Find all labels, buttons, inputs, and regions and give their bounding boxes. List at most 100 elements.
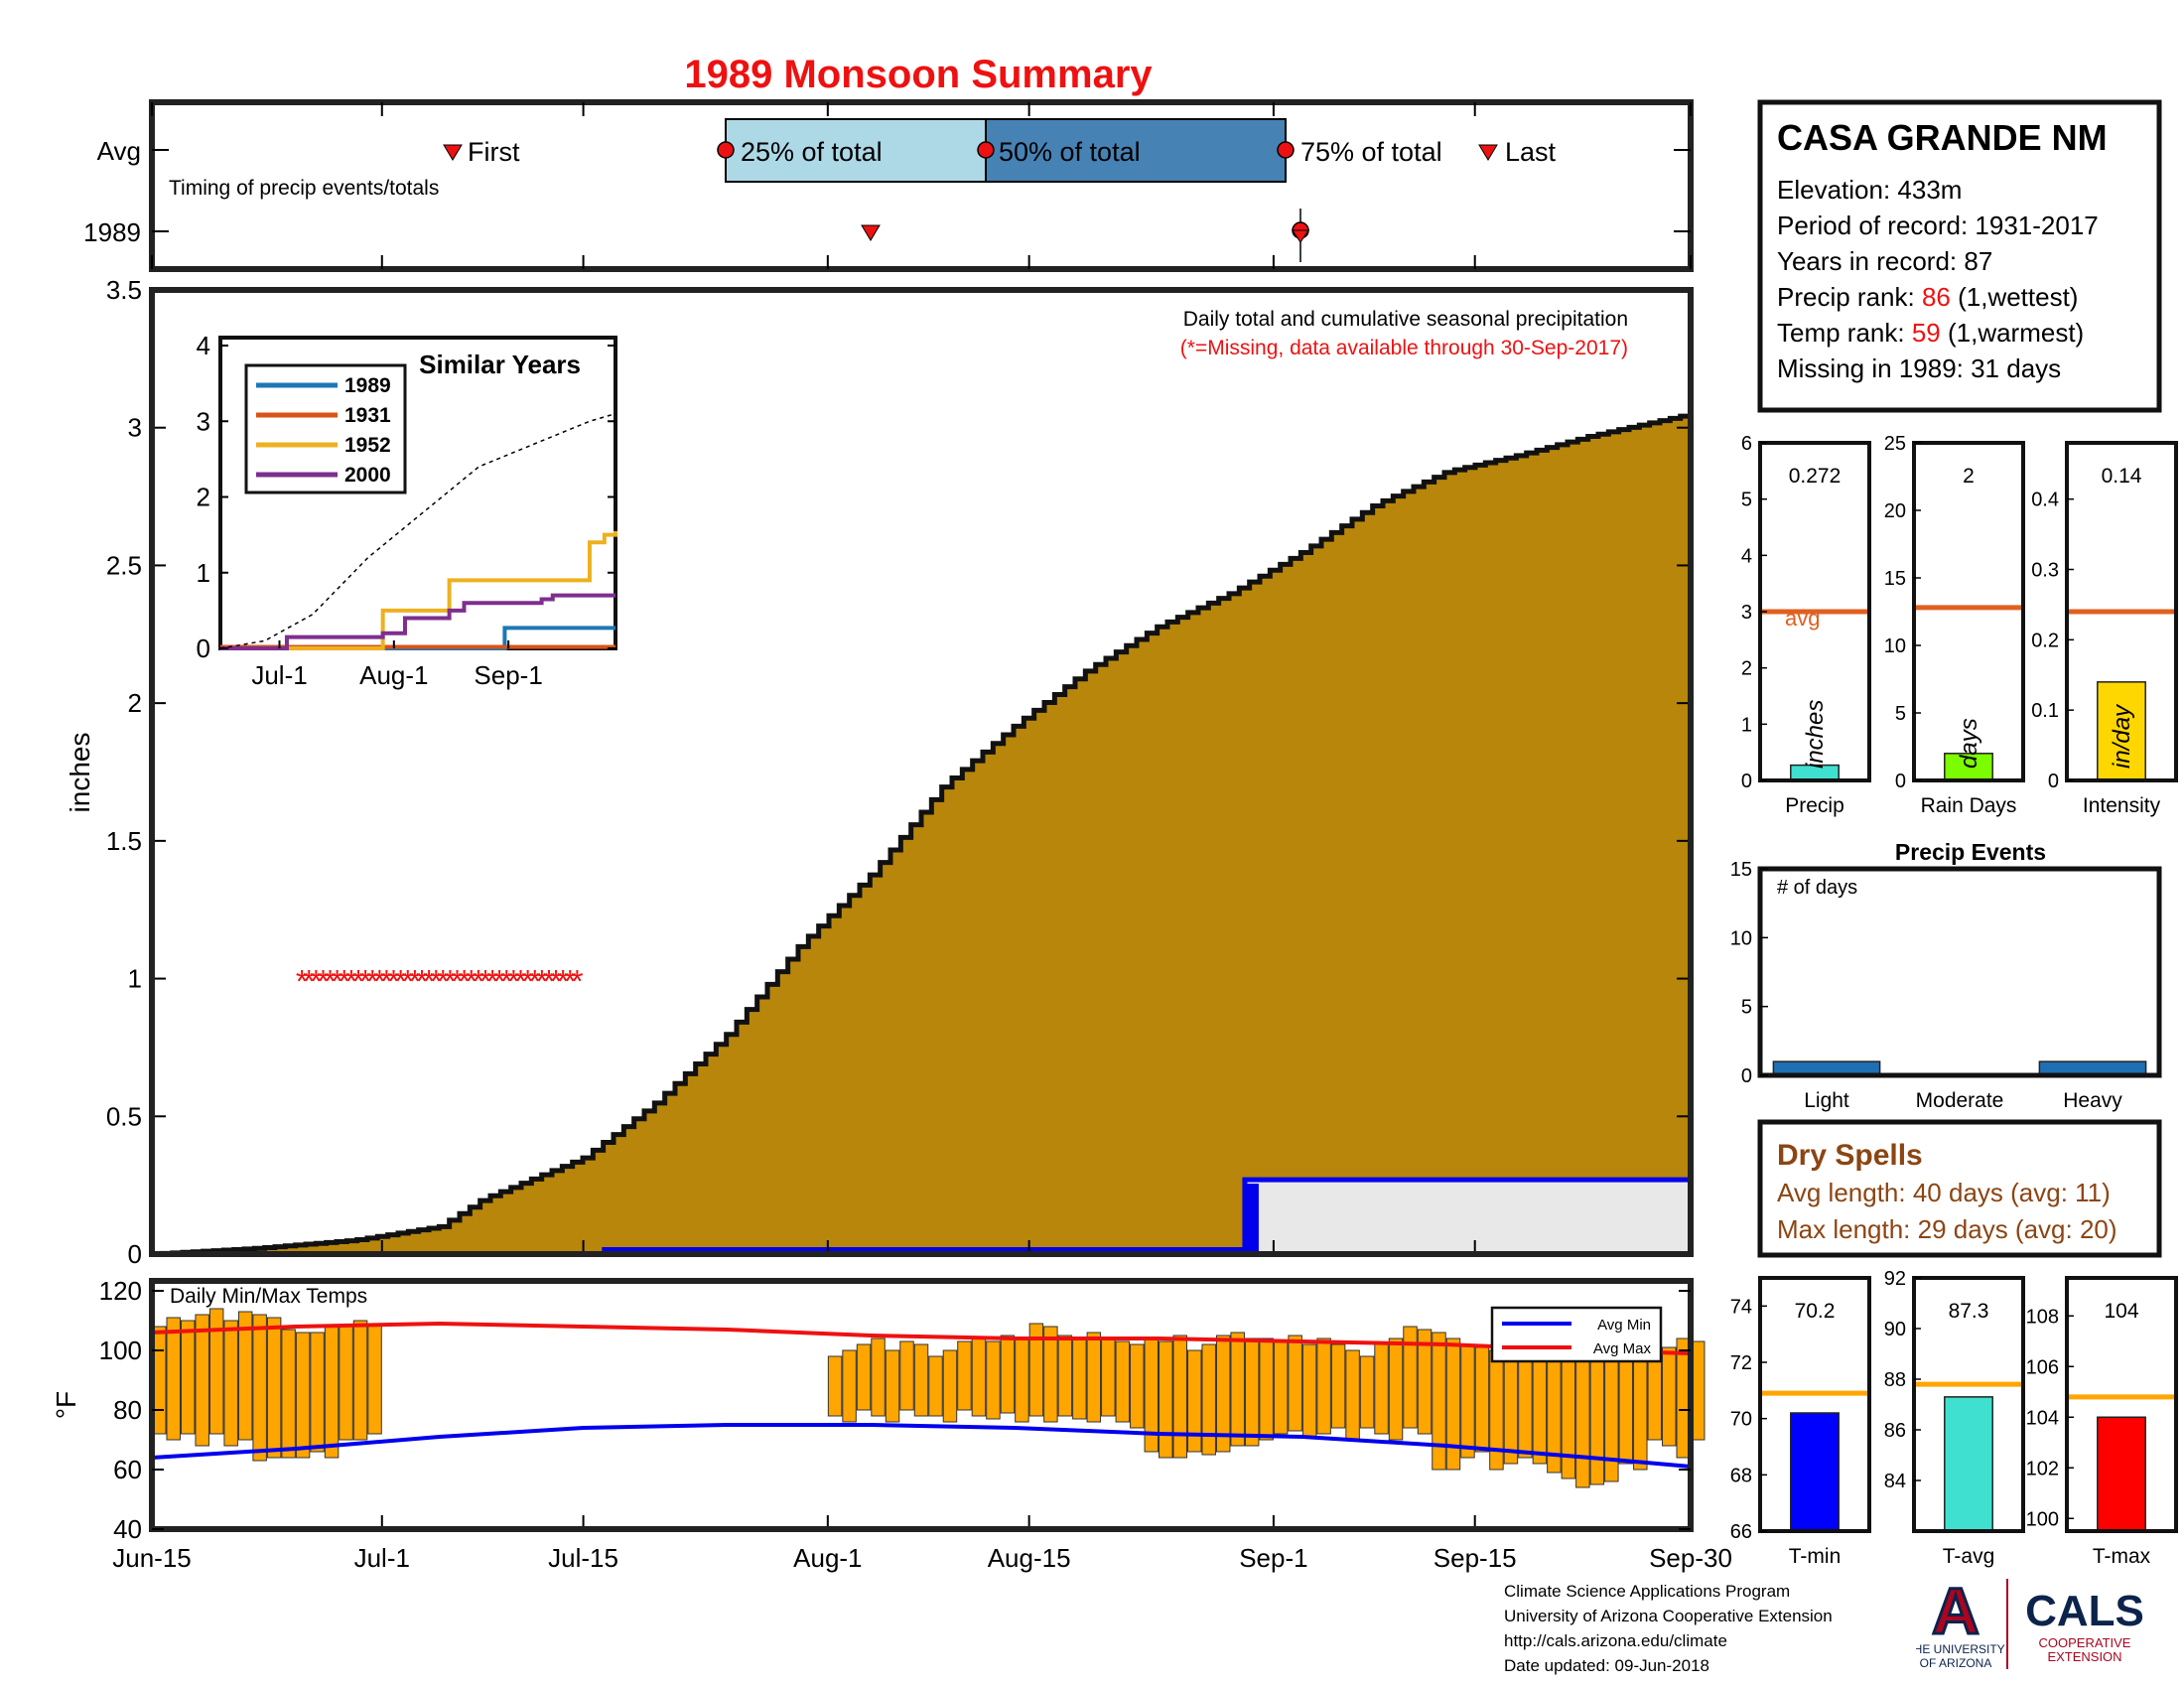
events-caption: # of days: [1777, 877, 1857, 899]
temp-bar: [1086, 1332, 1102, 1423]
tmax-bar: [2097, 1416, 2146, 1532]
last-marker-icon: [1478, 144, 1498, 161]
temp-bar: [1201, 1343, 1216, 1456]
temp-bar: [1043, 1326, 1058, 1423]
precip-unit: inches: [1802, 700, 1829, 769]
main-frame: [149, 287, 1694, 1257]
temp-bar: [1101, 1337, 1116, 1417]
temp-bar: [1288, 1335, 1302, 1432]
temp-bar: [223, 1320, 238, 1447]
temp-bar: [1115, 1340, 1131, 1423]
station-years: Years in record: 87: [1777, 246, 1992, 276]
inset-legend-label-1989: 1989: [344, 374, 391, 397]
temp-bar: [885, 1349, 900, 1423]
events-ytick-label: 15: [1730, 859, 1752, 881]
temp-bar: [1015, 1337, 1029, 1423]
main-precip-panel: ****************************************…: [65, 275, 1732, 1573]
tmin-ytick-label: 68: [1730, 1465, 1752, 1486]
events-ytick-label: 10: [1730, 927, 1752, 949]
missing-data-markers: ****************************************: [296, 964, 584, 1000]
tmin-label: T-min: [1789, 1545, 1842, 1568]
timing-25-50-box: [725, 118, 987, 183]
inset-xtick-label: Sep-1: [474, 660, 542, 690]
footer-line-2: University of Arizona Cooperative Extens…: [1504, 1607, 1833, 1625]
temp-bar: [1474, 1346, 1490, 1453]
raindays-unit: days: [1956, 718, 1982, 769]
precip-label: Precip: [1785, 794, 1844, 817]
raindays-ytick-label: 15: [1884, 568, 1906, 590]
main-ytick-label: 2.5: [106, 550, 142, 580]
temp-bar: [856, 1343, 872, 1411]
timing-row-avg: Avg: [97, 136, 141, 166]
station-precip-rank: Precip rank: 86 (1,wettest): [1777, 282, 2078, 312]
temp-bar: [1589, 1355, 1605, 1485]
station-name: CASA GRANDE NM: [1777, 117, 2108, 158]
precip-ytick-label: 3: [1741, 602, 1752, 624]
p50-marker-icon: [977, 141, 995, 159]
tavg-bar: [1944, 1396, 1993, 1532]
temp-bar: [1301, 1343, 1317, 1438]
dry-spells-avg: Avg length: 40 days (avg: 11): [1777, 1178, 2111, 1207]
main-ytick-label: 3: [128, 413, 142, 443]
inset-ytick-label: 0: [197, 633, 210, 663]
intensity-ytick-label: 0.4: [2031, 490, 2059, 511]
main-ytick-label: 1.5: [106, 826, 142, 856]
cals-logo-icon: CALS: [2025, 1587, 2144, 1635]
cumulative-precip-step-line: [152, 413, 1694, 1257]
temp-bar: [957, 1340, 972, 1411]
raindays-ytick-label: 25: [1884, 433, 1906, 455]
x-tick-label: Aug-15: [988, 1543, 1071, 1573]
temp-bar: [1130, 1343, 1145, 1429]
temp-bar: [310, 1332, 325, 1453]
intensity-unit: in/day: [2109, 703, 2135, 769]
temp-bar: [1230, 1332, 1245, 1447]
temp-bar: [237, 1311, 253, 1441]
x-tick-label: Jun-15: [112, 1543, 192, 1573]
temp-bar: [1662, 1346, 1677, 1447]
tavg-ytick-label: 88: [1884, 1369, 1906, 1391]
tavg-frame: [1912, 1276, 2025, 1533]
intensity-ytick-label: 0.2: [2031, 630, 2059, 651]
temp-bar: [1374, 1343, 1389, 1435]
temp-bar: [252, 1314, 267, 1462]
temp-bar: [1028, 1323, 1044, 1417]
tmax-label: T-max: [2093, 1545, 2151, 1568]
temp-bar: [971, 1337, 987, 1417]
cumulative-precip-area: [152, 413, 1691, 1254]
temp-bar: [195, 1314, 209, 1447]
temperature-summary-panels: 66 68 70 72 74 70.2 T-min 84 86 88 90 92 87.3 T-avg 10…: [1730, 1268, 2178, 1568]
temp-bar: [986, 1340, 1001, 1420]
raindays-label: Rain Days: [1921, 794, 2017, 817]
intensity-frame: [2065, 441, 2178, 782]
raindays-ytick-label: 20: [1884, 500, 1906, 522]
temp-bar: [208, 1308, 224, 1435]
avg-max-line: [151, 1321, 1692, 1355]
university-logos: A THE UNIVERSITY OF ARIZONA CALS COOPERA…: [1916, 1574, 2144, 1670]
main-ytick-label: 2: [128, 688, 142, 718]
precip-avg-label: avg: [1785, 606, 1820, 631]
temp-bar: [1316, 1337, 1331, 1435]
temp-bar: [1057, 1335, 1073, 1417]
seasonal-totals-panels: 0 1 2 3 4 5 6 0.272 Precip inches 0 5 10 15 20 25 2 Rain …: [1741, 433, 2178, 817]
temp-bar: [1215, 1335, 1231, 1453]
temp-bar: [1445, 1337, 1461, 1471]
temp-bar: [913, 1343, 929, 1417]
temp-bar: [1503, 1352, 1519, 1465]
temp-bar: [1330, 1343, 1346, 1429]
raindays-frame: [1912, 441, 2025, 782]
ua-logo-line2: OF ARIZONA: [1920, 1656, 1992, 1670]
timing-p50-label: 50% of total: [999, 137, 1141, 167]
temp-bar: [339, 1326, 353, 1441]
temp-bar: [1273, 1340, 1289, 1435]
tmax-frame: [2065, 1276, 2178, 1533]
temp-ytick-label: 60: [113, 1455, 142, 1484]
timing-frame: [149, 99, 1694, 272]
temp-bar: [871, 1337, 886, 1417]
footer-line-3: http://cals.arizona.edu/climate: [1504, 1631, 1727, 1650]
temp-bar: [1244, 1337, 1260, 1447]
inset-line-average: [219, 412, 616, 649]
intensity-label: Intensity: [2083, 794, 2161, 817]
temp-bar: [1172, 1335, 1187, 1459]
events-xlabel: Moderate: [1916, 1089, 2004, 1112]
main-ytick-label: 0: [128, 1239, 142, 1269]
